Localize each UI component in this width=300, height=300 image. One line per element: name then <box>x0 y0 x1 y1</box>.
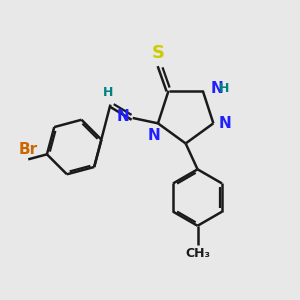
Text: N: N <box>116 109 129 124</box>
Text: S: S <box>152 44 165 62</box>
Text: CH₃: CH₃ <box>185 248 210 260</box>
Text: Br: Br <box>19 142 38 157</box>
Text: N: N <box>219 116 232 131</box>
Text: H: H <box>103 86 113 99</box>
Text: N: N <box>210 81 223 96</box>
Text: N: N <box>148 128 161 143</box>
Text: H: H <box>218 82 229 95</box>
